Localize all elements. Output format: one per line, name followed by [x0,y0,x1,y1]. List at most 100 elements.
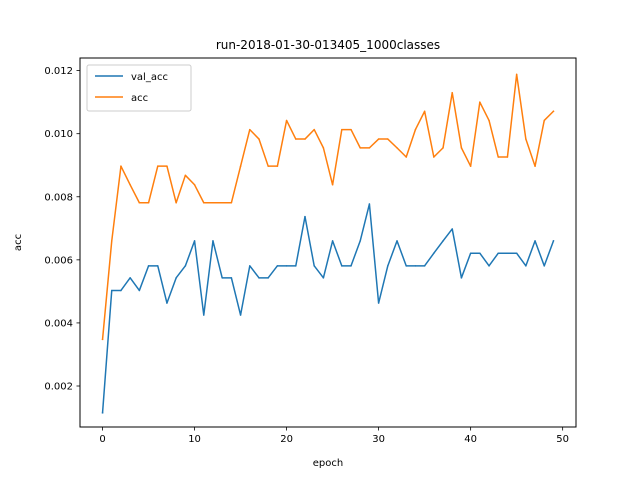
data-point-val-acc [221,277,223,279]
data-point-acc [157,165,159,167]
data-point-acc [488,119,490,122]
data-point-acc [249,128,251,131]
data-point-acc [442,147,444,149]
data-point-val-acc [433,252,435,254]
x-tick-label: 30 [372,434,385,445]
data-point-val-acc [479,252,481,254]
data-point-acc [423,110,426,113]
x-tick-label: 40 [464,434,477,445]
data-point-acc [341,128,343,131]
data-point-val-acc [111,289,113,292]
data-point-val-acc [525,265,527,267]
plot-frame [79,57,577,428]
data-point-acc [497,156,499,158]
data-point-acc [111,240,113,242]
data-point-val-acc [488,265,490,267]
data-point-val-acc [359,240,361,242]
data-point-acc [396,147,398,149]
data-point-val-acc [295,265,297,267]
data-point-acc [552,110,555,113]
data-point-acc [331,184,334,186]
x-tick-label: 20 [280,434,293,445]
data-point-val-acc [552,240,555,242]
data-point-acc [313,128,315,131]
data-point-val-acc [368,203,371,205]
data-point-acc [460,147,463,149]
data-point-val-acc [166,302,168,304]
data-point-val-acc [377,302,380,304]
data-point-val-acc [239,314,242,316]
data-point-val-acc [341,265,343,267]
data-point-acc [304,138,306,140]
data-point-acc [193,184,196,186]
data-point-acc [543,119,545,122]
data-point-acc [166,165,168,167]
data-point-val-acc [276,265,279,267]
data-point-val-acc [534,240,536,242]
data-point-acc [230,202,233,204]
data-point-acc [221,202,223,204]
data-point-acc [322,147,325,149]
y-tick-label: 0.002 [44,382,73,393]
data-point-val-acc [350,265,352,267]
data-point-val-acc [129,277,131,279]
y-tick-label: 0.010 [44,129,73,140]
data-point-acc [138,202,141,204]
data-point-acc [377,138,380,140]
series-line-acc [101,73,555,341]
data-point-acc [479,101,481,103]
data-point-acc [387,138,389,140]
data-point-val-acc [543,265,545,267]
data-point-val-acc [175,277,177,279]
data-point-val-acc [414,265,417,267]
data-point-acc [295,138,297,140]
data-point-val-acc [184,265,187,267]
legend: val_acc acc [86,64,192,112]
data-point-val-acc [451,228,453,230]
data-point-acc [101,338,104,341]
y-tick-label: 0.012 [44,66,73,77]
data-point-acc [525,138,527,140]
data-point-val-acc [157,265,159,267]
x-axis: 0 10 20 30 40 50 [99,427,569,445]
data-point-acc [129,184,131,186]
data-point-val-acc [193,240,196,242]
data-point-acc [212,202,214,204]
data-point-acc [534,165,536,167]
data-point-val-acc [120,289,122,292]
data-point-val-acc [460,277,463,279]
data-point-acc [258,138,260,140]
data-point-acc [285,119,288,122]
data-point-acc [469,165,472,167]
data-point-val-acc [423,265,426,267]
data-point-val-acc [285,265,288,267]
data-point-val-acc [469,252,472,254]
data-point-val-acc [322,277,325,279]
data-point-acc [184,174,187,177]
data-point-acc [359,147,361,149]
data-point-acc [239,165,242,167]
plot-area [101,73,555,414]
data-point-val-acc [396,240,398,242]
legend-label-acc: acc [131,93,148,104]
data-point-val-acc [304,215,306,218]
data-point-val-acc [249,265,251,267]
legend-label-val-acc: val_acc [131,72,168,83]
x-tick-label: 50 [556,434,569,445]
data-point-val-acc [258,277,260,279]
data-point-acc [506,156,509,158]
data-point-val-acc [101,412,104,414]
data-point-val-acc [506,252,509,254]
y-tick-label: 0.008 [44,192,73,203]
data-point-acc [147,202,150,204]
data-point-val-acc [267,277,269,279]
series-line-val-acc [101,203,555,414]
data-point-acc [515,73,518,76]
data-point-acc [175,202,177,204]
y-tick-label: 0.004 [44,318,73,329]
x-tick-label: 10 [188,434,201,445]
data-point-val-acc [405,265,407,267]
x-axis-label: epoch [313,458,343,469]
data-point-val-acc [313,265,315,267]
data-point-acc [451,91,453,94]
